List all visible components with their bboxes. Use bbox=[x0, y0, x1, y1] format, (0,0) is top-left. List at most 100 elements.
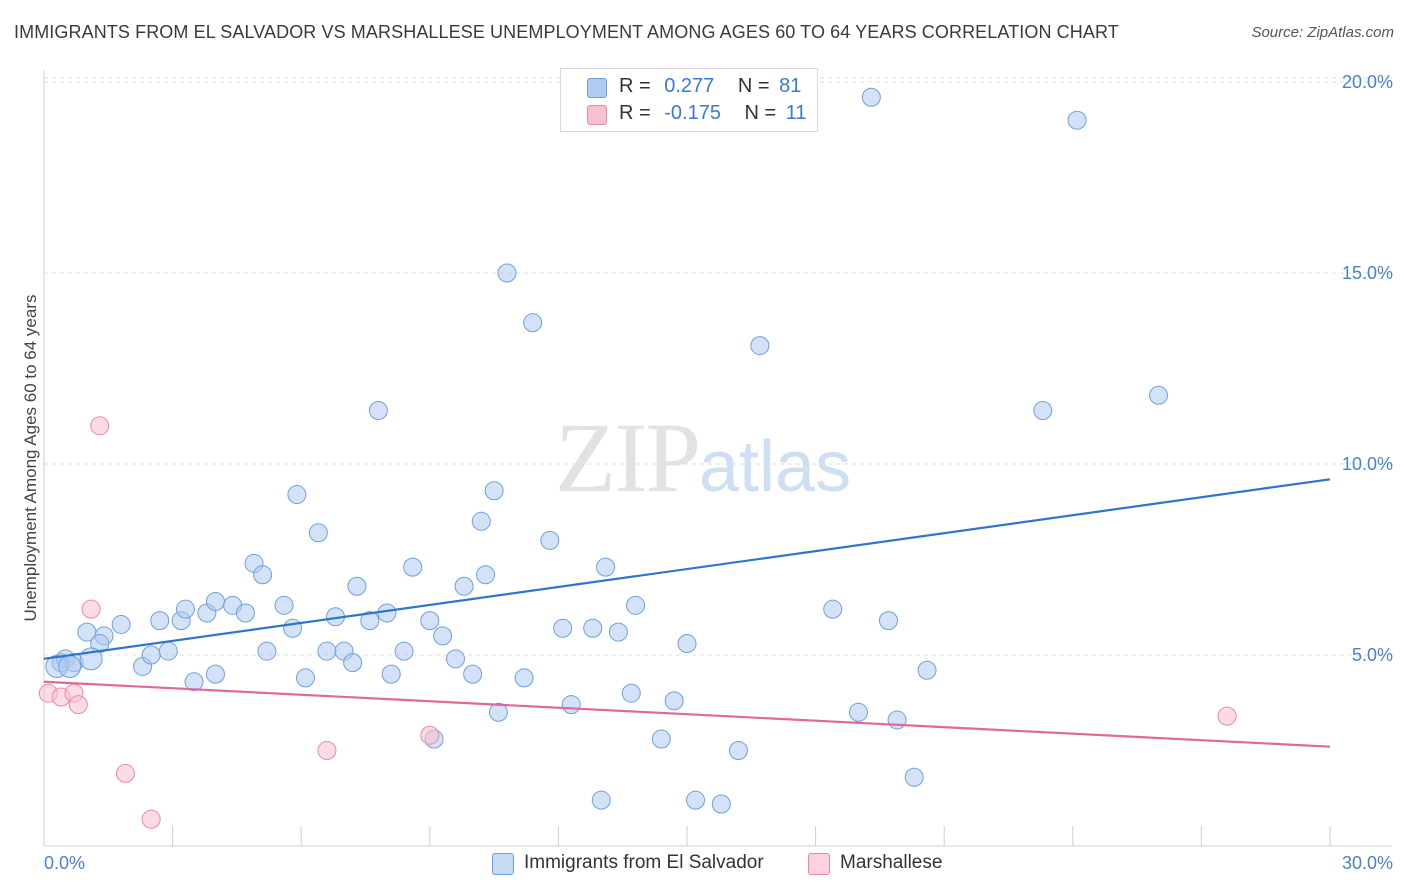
point-marshallese bbox=[1217, 706, 1237, 726]
point-el-salvador bbox=[184, 672, 204, 692]
point-el-salvador bbox=[377, 603, 397, 623]
point-el-salvador bbox=[446, 649, 466, 669]
point-el-salvador bbox=[471, 511, 491, 531]
point-el-salvador bbox=[651, 729, 671, 749]
point-el-salvador bbox=[454, 576, 474, 596]
point-el-salvador bbox=[523, 313, 543, 333]
point-marshallese bbox=[420, 725, 440, 745]
trend-line-marshallese bbox=[43, 680, 1331, 748]
point-el-salvador bbox=[274, 595, 294, 615]
watermark: ZIPatlas bbox=[555, 400, 851, 515]
trend-line-el-salvador bbox=[43, 478, 1331, 660]
y-tick-label: 10.0% bbox=[1342, 454, 1393, 474]
point-marshallese bbox=[317, 741, 337, 760]
legend-r-value: -0.175 bbox=[664, 102, 721, 124]
legend-swatch-pink bbox=[587, 105, 607, 125]
point-el-salvador bbox=[596, 557, 616, 577]
point-marshallese bbox=[90, 416, 110, 436]
bottom-legend-swatch-pink bbox=[808, 853, 830, 875]
point-el-salvador bbox=[433, 626, 453, 646]
point-el-salvador bbox=[553, 618, 573, 638]
bottom-legend-label: Marshallese bbox=[840, 852, 943, 873]
point-el-salvador bbox=[403, 557, 423, 577]
point-el-salvador bbox=[381, 664, 401, 684]
point-el-salvador bbox=[626, 595, 646, 615]
point-el-salvador bbox=[728, 741, 748, 760]
correlation-legend: R = 0.277 N = 81 R = -0.175 N = 11 bbox=[560, 68, 818, 132]
point-el-salvador bbox=[1033, 401, 1053, 421]
point-marshallese bbox=[68, 695, 88, 715]
point-el-salvador bbox=[621, 683, 641, 703]
bottom-legend-swatch-blue bbox=[492, 853, 514, 875]
legend-r-value: 0.277 bbox=[664, 75, 715, 97]
bottom-legend-label: Immigrants from El Salvador bbox=[524, 852, 764, 873]
point-marshallese bbox=[141, 809, 161, 829]
legend-n-label: N = bbox=[744, 102, 777, 124]
point-el-salvador bbox=[283, 618, 303, 638]
point-el-salvador bbox=[514, 668, 534, 688]
y-tick-label: 15.0% bbox=[1342, 263, 1393, 283]
point-el-salvador bbox=[205, 664, 225, 684]
point-el-salvador bbox=[205, 592, 225, 612]
point-el-salvador bbox=[253, 565, 273, 585]
point-el-salvador bbox=[540, 530, 560, 550]
point-el-salvador bbox=[904, 767, 924, 787]
point-el-salvador bbox=[308, 523, 328, 543]
point-el-salvador bbox=[861, 87, 881, 107]
point-el-salvador bbox=[917, 660, 937, 680]
series-el-salvador-points bbox=[45, 87, 1169, 814]
x-tick-label: 0.0% bbox=[44, 853, 85, 873]
point-el-salvador bbox=[317, 641, 337, 661]
point-el-salvador bbox=[420, 611, 440, 631]
point-el-salvador bbox=[686, 790, 706, 810]
legend-n-label: N = bbox=[737, 75, 770, 97]
point-el-salvador bbox=[235, 603, 255, 623]
point-el-salvador bbox=[664, 691, 684, 711]
point-el-salvador bbox=[463, 664, 483, 684]
legend-r-label: R = bbox=[619, 102, 651, 124]
y-tick-label: 20.0% bbox=[1342, 72, 1393, 92]
point-el-salvador bbox=[878, 611, 898, 631]
point-el-salvador bbox=[484, 481, 504, 501]
point-el-salvador bbox=[488, 702, 508, 722]
legend-n-value: 11 bbox=[785, 102, 807, 124]
point-el-salvador bbox=[1149, 385, 1169, 405]
axis-labels: 5.0% 10.0% 15.0% 20.0% 0.0% 30.0% Unemployment… bbox=[21, 72, 1393, 873]
point-el-salvador bbox=[368, 401, 388, 421]
legend-swatch-blue bbox=[587, 78, 607, 98]
point-el-salvador bbox=[150, 611, 170, 631]
point-el-salvador bbox=[257, 641, 277, 661]
point-el-salvador bbox=[476, 565, 496, 585]
point-marshallese bbox=[81, 599, 101, 619]
point-el-salvador bbox=[347, 576, 367, 596]
watermark-zip: ZIP bbox=[555, 402, 701, 513]
point-marshallese bbox=[115, 763, 135, 783]
point-el-salvador bbox=[175, 599, 195, 619]
point-el-salvador bbox=[360, 611, 380, 631]
point-el-salvador bbox=[561, 695, 581, 715]
legend-n-value: 81 bbox=[779, 75, 802, 97]
point-el-salvador bbox=[583, 618, 603, 638]
source-credit: Source: ZipAtlas.com bbox=[1251, 24, 1394, 41]
point-el-salvador bbox=[711, 794, 731, 814]
y-tick-label: 5.0% bbox=[1352, 645, 1393, 665]
point-el-salvador bbox=[58, 654, 82, 678]
point-el-salvador bbox=[677, 634, 697, 654]
point-el-salvador bbox=[141, 645, 161, 665]
point-el-salvador bbox=[591, 790, 611, 810]
trend-lines bbox=[43, 478, 1331, 748]
point-el-salvador bbox=[287, 485, 307, 505]
point-el-salvador bbox=[848, 702, 868, 722]
point-el-salvador bbox=[343, 653, 363, 673]
point-el-salvador bbox=[394, 641, 414, 661]
watermark-atlas: atlas bbox=[699, 427, 852, 507]
legend-r-label: R = bbox=[619, 75, 651, 97]
axes bbox=[43, 70, 1392, 847]
point-el-salvador bbox=[823, 599, 843, 619]
point-el-salvador bbox=[158, 641, 178, 661]
point-el-salvador bbox=[111, 614, 131, 634]
point-el-salvador bbox=[295, 668, 315, 688]
series-marshallese-points bbox=[38, 416, 1237, 829]
bottom-legend: Immigrants from El Salvador Marshallese bbox=[0, 852, 1406, 878]
